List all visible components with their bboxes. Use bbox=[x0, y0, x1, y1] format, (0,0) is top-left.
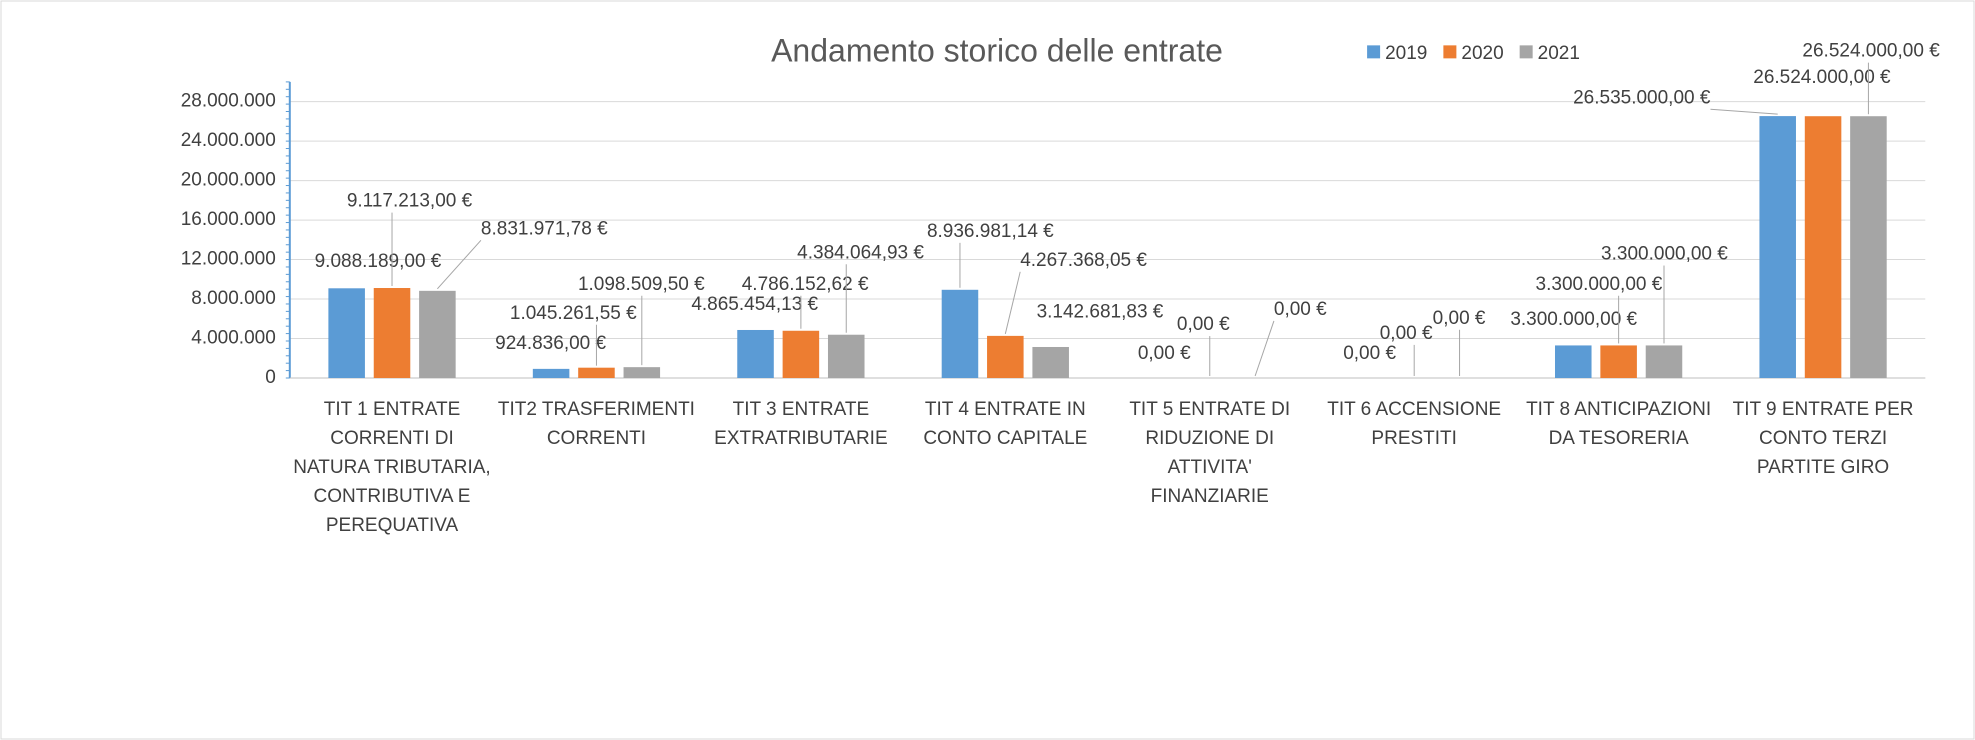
data-label: 4.384.064,93 € bbox=[797, 242, 924, 263]
data-label: 4.786.152,62 € bbox=[742, 274, 869, 295]
x-tick-line: RIDUZIONE DI bbox=[1145, 428, 1274, 449]
leader-line bbox=[1004, 271, 1021, 334]
legend-label: 2021 bbox=[1538, 43, 1580, 64]
y-tick-label: 4.000.000 bbox=[191, 328, 276, 349]
data-label: 0,00 € bbox=[1433, 308, 1486, 329]
y-tick-label: 8.000.000 bbox=[191, 288, 276, 309]
x-tick-line: NATURA TRIBUTARIA, bbox=[293, 457, 490, 478]
data-label: 3.142.681,83 € bbox=[1037, 301, 1164, 322]
data-label: 8.936.981,14 € bbox=[927, 221, 1054, 242]
data-label: 924.836,00 € bbox=[495, 333, 606, 354]
x-tick-line: ATTIVITA' bbox=[1168, 457, 1252, 478]
x-tick-label: TIT 9 ENTRATE PER CONTO TERZI PARTITE GIRO bbox=[1733, 399, 1914, 478]
data-label: 1.098.509,50 € bbox=[578, 274, 705, 295]
data-label: 0,00 € bbox=[1177, 314, 1230, 335]
x-tick-line: TIT 5 ENTRATE DI bbox=[1129, 399, 1290, 420]
x-tick-line: TIT2 TRASFERIMENTI bbox=[498, 399, 695, 420]
leader-line bbox=[1710, 108, 1778, 115]
data-label: 26.524.000,00 € bbox=[1802, 41, 1940, 62]
data-label: 4.267.368,05 € bbox=[1020, 250, 1147, 271]
legend-swatch bbox=[1443, 45, 1457, 59]
x-tick-line: TIT 8 ANTICIPAZIONI bbox=[1526, 399, 1711, 420]
x-tick-label: TIT 8 ANTICIPAZIONI DA TESORERIA bbox=[1526, 399, 1711, 449]
data-label: 0,00 € bbox=[1380, 323, 1433, 344]
legend-swatch bbox=[1367, 45, 1381, 59]
x-tick-label: TIT 5 ENTRATE DI RIDUZIONE DI ATTIVITA' FIN… bbox=[1129, 399, 1290, 507]
x-tick-line: FINANZIARIE bbox=[1151, 486, 1269, 507]
data-label: 3.300.000,00 € bbox=[1536, 274, 1663, 295]
y-tick-label: 24.000.000 bbox=[181, 130, 276, 151]
x-tick-line: CORRENTI bbox=[547, 428, 646, 449]
legend-label: 2019 bbox=[1385, 43, 1427, 64]
bar bbox=[1645, 345, 1683, 378]
bar bbox=[373, 288, 411, 378]
y-tick-label: 20.000.000 bbox=[181, 170, 276, 191]
x-tick-line: CORRENTI DI bbox=[330, 428, 454, 449]
legend-swatch bbox=[1519, 45, 1533, 59]
bar bbox=[1032, 346, 1069, 378]
data-label: 3.300.000,00 € bbox=[1601, 244, 1728, 265]
x-tick-label: TIT2 TRASFERIMENTI CORRENTI bbox=[498, 399, 695, 449]
bar bbox=[328, 288, 365, 378]
bar bbox=[1600, 345, 1637, 378]
x-tick-label: TIT 3 ENTRATE EXTRATRIBUTARIE bbox=[714, 399, 887, 449]
data-label: 0,00 € bbox=[1138, 343, 1191, 364]
bar bbox=[1804, 116, 1842, 378]
data-label: 9.117.213,00 € bbox=[347, 191, 473, 212]
x-tick-label: TIT 4 ENTRATE IN CONTO CAPITALE bbox=[923, 399, 1087, 449]
x-tick-line: PEREQUATIVA bbox=[326, 515, 459, 536]
x-tick-line: TIT 6 ACCENSIONE bbox=[1327, 399, 1501, 420]
x-tick-line: CONTRIBUTIVA E bbox=[314, 486, 471, 507]
x-tick-line: EXTRATRIBUTARIE bbox=[714, 428, 887, 449]
bar bbox=[1850, 116, 1887, 378]
leader-line bbox=[1254, 320, 1275, 377]
data-label: 8.831.971,78 € bbox=[481, 218, 608, 239]
y-tick-label: 12.000.000 bbox=[181, 249, 276, 270]
data-label: 3.300.000,00 € bbox=[1510, 309, 1637, 330]
bar bbox=[419, 290, 456, 378]
data-label: 4.865.454,13 € bbox=[691, 294, 818, 315]
x-tick-line: CONTO CAPITALE bbox=[923, 428, 1087, 449]
x-tick-line: PRESTITI bbox=[1371, 428, 1457, 449]
data-label: 9.088.189,00 € bbox=[315, 251, 442, 272]
y-tick-label: 28.000.000 bbox=[181, 91, 276, 112]
y-tick-label: 16.000.000 bbox=[181, 209, 276, 230]
x-tick-line: PARTITE GIRO bbox=[1757, 457, 1889, 478]
bar bbox=[782, 330, 820, 378]
bar bbox=[1759, 116, 1796, 378]
x-tick-label: TIT 6 ACCENSIONE PRESTITI bbox=[1327, 399, 1501, 449]
chart-title: Andamento storico delle entrate bbox=[771, 32, 1223, 68]
data-label: 26.524.000,00 € bbox=[1753, 67, 1891, 88]
leader-line bbox=[437, 239, 482, 290]
bar bbox=[987, 335, 1024, 378]
data-label: 26.535.000,00 € bbox=[1573, 87, 1711, 108]
x-tick-line: TIT 4 ENTRATE IN bbox=[925, 399, 1086, 420]
bar bbox=[623, 367, 661, 378]
bar bbox=[827, 334, 865, 378]
data-label: 1.045.261,55 € bbox=[510, 303, 637, 324]
bar bbox=[1554, 345, 1592, 378]
x-tick-line: TIT 9 ENTRATE PER bbox=[1733, 399, 1914, 420]
legend-label: 2020 bbox=[1461, 43, 1503, 64]
y-tick-label: 0 bbox=[265, 367, 276, 388]
bar bbox=[941, 289, 979, 378]
bar bbox=[532, 368, 570, 378]
x-tick-line: TIT 3 ENTRATE bbox=[733, 399, 870, 420]
x-tick-line: DA TESORERIA bbox=[1549, 428, 1689, 449]
bar bbox=[578, 367, 615, 378]
x-tick-label: TIT 1 ENTRATE CORRENTI DI NATURA TRIBUTARI… bbox=[293, 399, 490, 536]
x-tick-line: TIT 1 ENTRATE bbox=[324, 399, 461, 420]
data-label: 0,00 € bbox=[1343, 343, 1396, 364]
data-label: 0,00 € bbox=[1274, 299, 1327, 320]
x-tick-line: CONTO TERZI bbox=[1759, 428, 1887, 449]
bar bbox=[737, 329, 774, 378]
